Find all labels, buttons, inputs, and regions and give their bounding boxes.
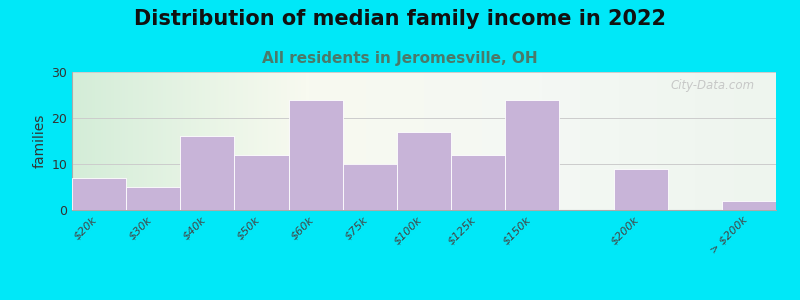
Bar <box>126 187 180 210</box>
Bar <box>180 136 234 210</box>
Bar <box>614 169 668 210</box>
Y-axis label: families: families <box>33 114 47 168</box>
Bar <box>342 164 397 210</box>
Text: City-Data.com: City-Data.com <box>670 79 755 92</box>
Bar <box>289 100 342 210</box>
Bar <box>397 132 451 210</box>
Text: All residents in Jeromesville, OH: All residents in Jeromesville, OH <box>262 51 538 66</box>
Bar <box>72 178 126 210</box>
Bar <box>451 155 506 210</box>
Bar <box>506 100 559 210</box>
Bar <box>722 201 776 210</box>
Text: Distribution of median family income in 2022: Distribution of median family income in … <box>134 9 666 29</box>
Bar <box>234 155 289 210</box>
